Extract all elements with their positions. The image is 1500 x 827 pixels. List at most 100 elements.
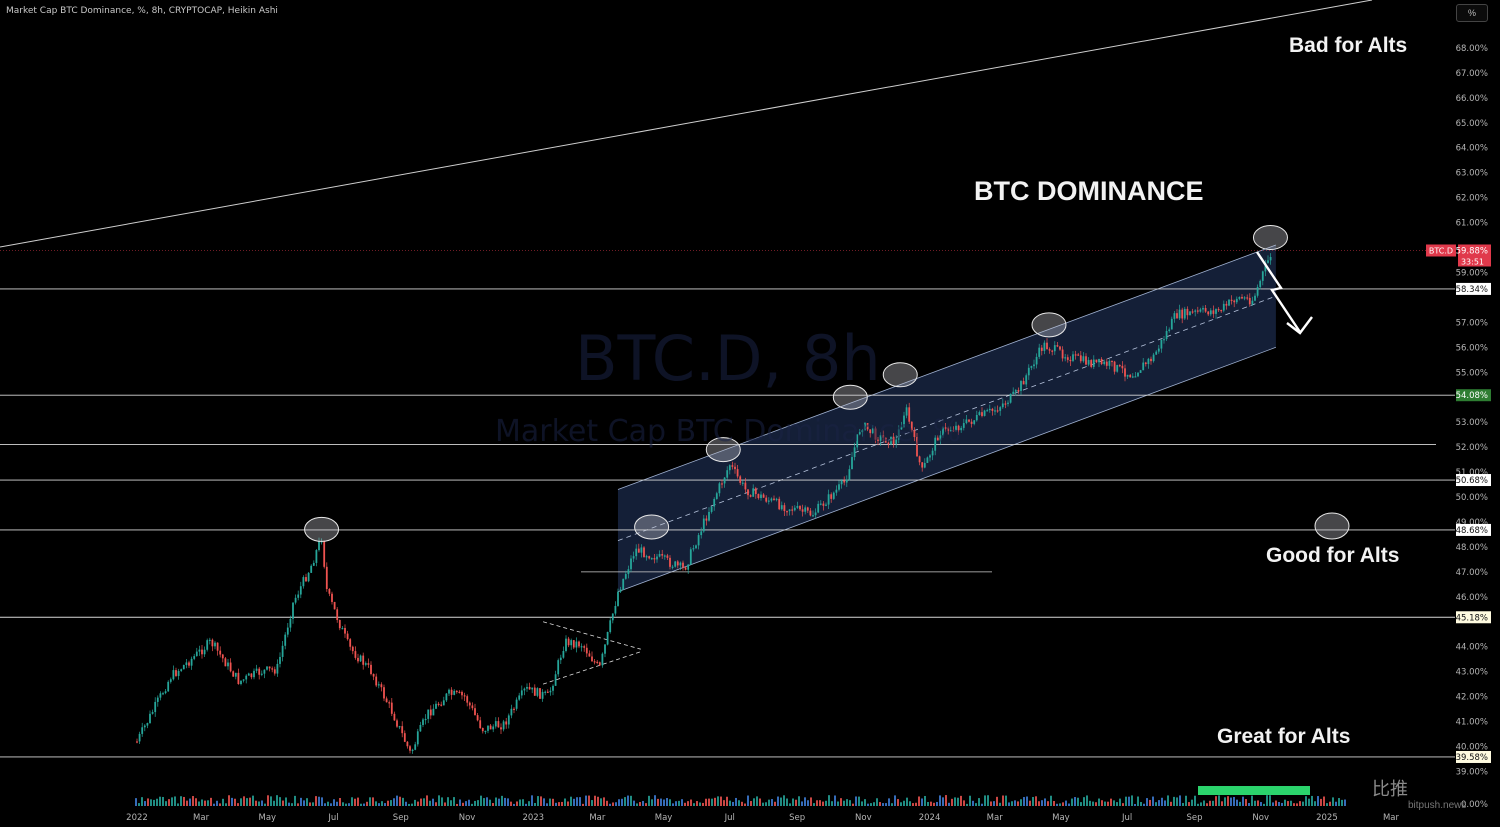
volume-bar	[1128, 796, 1130, 806]
volume-bar	[267, 795, 269, 806]
volume-bar	[996, 796, 998, 806]
candle	[544, 691, 547, 693]
volume-bar	[621, 798, 623, 806]
candle	[656, 556, 658, 560]
volume-bar	[945, 795, 947, 806]
volume-bar	[300, 797, 302, 806]
volume-bar	[402, 797, 404, 806]
candle	[136, 741, 138, 743]
candle	[1033, 364, 1035, 367]
candle	[1238, 296, 1241, 299]
candle	[172, 670, 175, 680]
volume-bar	[1167, 795, 1169, 806]
candle	[255, 668, 258, 671]
candle	[175, 670, 177, 676]
volume-bar	[651, 799, 653, 806]
volume-bar	[252, 795, 254, 806]
x-tick-label: Nov	[459, 813, 476, 823]
volume-bar	[1254, 800, 1256, 806]
candle	[466, 696, 469, 703]
volume-bar	[825, 800, 827, 806]
volume-bar	[1224, 797, 1226, 806]
volume-bar	[711, 798, 713, 806]
y-tick-label: 65.00%	[1456, 119, 1488, 129]
candle	[871, 428, 874, 434]
volume-bar	[1284, 799, 1286, 806]
volume-bar	[219, 803, 221, 806]
volume-bar	[576, 797, 578, 806]
candle	[632, 556, 635, 559]
candle	[182, 665, 185, 670]
volume-bar	[642, 800, 644, 806]
volume-bar	[1323, 796, 1325, 806]
volume-bar	[180, 796, 182, 806]
candle	[1189, 311, 1191, 316]
candle	[377, 684, 380, 686]
x-tick-label: Sep	[393, 813, 409, 823]
status-pill	[1198, 786, 1310, 795]
volume-bar	[1053, 800, 1055, 806]
volume-bar	[540, 796, 542, 806]
candle	[900, 426, 903, 430]
candle	[975, 414, 978, 421]
candle	[515, 699, 518, 709]
volume-bar	[1179, 795, 1181, 806]
volume-bar	[1266, 795, 1268, 806]
candle	[396, 720, 398, 727]
x-tick-label: Mar	[987, 813, 1004, 823]
candle	[149, 713, 151, 724]
volume-bar	[927, 801, 929, 806]
y-tick-label: 51.00%	[1456, 468, 1488, 478]
volume-bar	[159, 796, 161, 806]
volume-bar	[411, 803, 413, 806]
candle	[333, 601, 336, 610]
volume-bar	[744, 803, 746, 806]
volume-bar	[315, 796, 317, 806]
candle	[1217, 309, 1220, 311]
volume-bar	[171, 797, 173, 806]
candle	[500, 727, 502, 730]
level-price-label: 48.68%	[1456, 526, 1488, 536]
x-tick-label: Mar	[1383, 813, 1400, 823]
candle	[1142, 362, 1145, 371]
candle	[890, 436, 892, 445]
volume-bar	[483, 798, 485, 806]
candle	[481, 728, 484, 732]
candle	[1121, 365, 1124, 369]
volume-bar	[351, 797, 353, 806]
volume-bar	[819, 800, 821, 806]
candle	[583, 646, 586, 648]
volume-bar	[699, 802, 701, 806]
candle	[1248, 297, 1251, 305]
candle	[1191, 311, 1194, 313]
volume-bar	[912, 803, 914, 806]
volume-bar	[633, 800, 635, 806]
candle	[775, 498, 778, 501]
candle	[247, 673, 250, 676]
volume-bar	[801, 801, 803, 806]
volume-bar	[207, 800, 209, 806]
volume-bar	[1338, 798, 1340, 806]
volume-bar	[417, 801, 419, 806]
candle	[960, 427, 963, 431]
candle	[986, 410, 989, 412]
candle	[822, 503, 825, 506]
candle	[442, 700, 445, 706]
bad-for-alts-label: Bad for Alts	[1289, 34, 1408, 57]
volume-bar	[1206, 803, 1208, 806]
candle	[783, 505, 786, 512]
volume-bar	[672, 803, 674, 806]
volume-bar	[624, 797, 626, 806]
volume-bar	[708, 798, 710, 806]
volume-bar	[1134, 803, 1136, 806]
candle	[929, 455, 931, 458]
candle	[1020, 381, 1022, 391]
volume-bar	[195, 798, 197, 806]
percent-scale-button[interactable]: %	[1456, 4, 1488, 22]
volume-bar	[879, 802, 881, 806]
volume-bar	[852, 803, 854, 806]
candle	[1118, 365, 1121, 367]
candle	[572, 640, 575, 648]
candle	[596, 661, 599, 663]
volume-bar	[1062, 802, 1064, 806]
